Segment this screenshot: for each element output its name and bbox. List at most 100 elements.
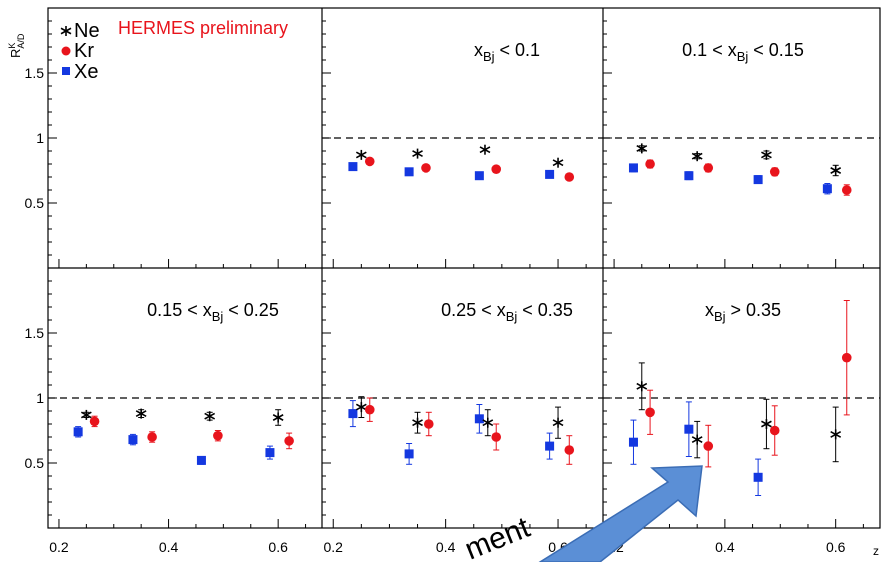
marker-ne: [80, 409, 92, 420]
marker-xe: [348, 409, 358, 419]
marker-kr: [421, 163, 431, 173]
marker-ne: [355, 402, 367, 413]
panel-label-post: < 0.25: [223, 300, 279, 320]
panel-label-sub: Bj: [714, 309, 726, 324]
marker-ne: [761, 419, 772, 429]
panel-label-sub: Bj: [506, 309, 518, 324]
legend-label-kr: Kr: [74, 40, 94, 62]
y-tick-label: 1.5: [25, 65, 45, 81]
marker-kr: [564, 445, 575, 455]
x-tick-label: 0.2: [49, 539, 69, 555]
panels-layer: [47, 7, 881, 529]
panel-label-pre: x: [705, 300, 714, 320]
marker-xe: [474, 414, 484, 424]
y-tick-label: 1: [36, 390, 44, 406]
legend: Ne Kr Xe: [74, 20, 100, 83]
x-axis-label: z: [873, 544, 879, 558]
legend-marker-xe: [62, 67, 70, 75]
marker-kr: [491, 164, 502, 174]
y-tick-label: 0.5: [25, 455, 45, 471]
marker-ne: [830, 429, 842, 440]
panel-label: xBj > 0.35: [705, 300, 781, 324]
panel-label: xBj < 0.1: [474, 40, 540, 64]
overlay-text: ment: [460, 511, 535, 562]
marker-ne: [135, 408, 147, 419]
marker-ne: [636, 143, 648, 154]
x-tick-label: 0.4: [436, 539, 456, 555]
marker-ne: [412, 148, 423, 159]
panel-label-sub: Bj: [483, 49, 495, 64]
legend-marker-ne: [60, 26, 72, 36]
x-tick-label: 0.6: [268, 539, 288, 555]
marker-xe: [628, 437, 638, 447]
overlay-layer: ment: [460, 465, 703, 562]
chart-title: HERMES preliminary: [118, 18, 288, 38]
panel-label-post: < 0.1: [495, 40, 541, 60]
panel-label-sub: Bj: [212, 309, 224, 324]
data-layer: [60, 26, 852, 496]
marker-xe: [545, 169, 555, 179]
panel-label-pre: x: [474, 40, 483, 60]
marker-xe: [404, 167, 414, 177]
marker-kr: [841, 185, 852, 195]
marker-ne: [636, 381, 648, 392]
y-axis-label-main: R: [8, 49, 23, 58]
marker-xe: [822, 184, 832, 194]
legend-marker-kr: [61, 46, 71, 56]
marker-xe: [196, 455, 206, 465]
y-axis-label: RKA/D: [7, 33, 26, 58]
marker-ne: [761, 149, 772, 160]
marker-kr: [703, 441, 714, 451]
marker-kr: [364, 156, 375, 167]
marker-xe: [628, 163, 638, 173]
marker-kr: [769, 167, 780, 177]
marker-kr: [491, 432, 502, 442]
marker-xe: [73, 427, 83, 437]
marker-ne: [552, 157, 564, 168]
marker-ne: [830, 165, 842, 176]
x-tick-label: 0.6: [826, 539, 846, 555]
marker-kr: [89, 416, 100, 427]
marker-kr: [423, 419, 434, 429]
marker-kr: [213, 430, 223, 441]
marker-ne: [479, 144, 491, 155]
y-tick-label: 1.5: [25, 325, 45, 341]
marker-xe: [404, 449, 414, 459]
marker-kr: [147, 432, 157, 442]
marker-xe: [348, 162, 358, 172]
legend-label-xe: Xe: [74, 61, 98, 83]
panel-label: 0.25 < xBj < 0.35: [441, 300, 573, 324]
panel-label-sub: Bj: [737, 49, 749, 64]
panel-label: 0.15 < xBj < 0.25: [147, 300, 279, 324]
x-tick-label: 0.4: [159, 539, 179, 555]
x-tick-label: 0.2: [324, 539, 344, 555]
x-tick-label: 0.4: [715, 539, 735, 555]
marker-ne: [204, 411, 216, 422]
marker-ne: [482, 417, 494, 428]
marker-ne: [691, 151, 703, 162]
marker-kr: [364, 404, 375, 415]
overlay-arrow: [538, 465, 703, 562]
panel-label-post: < 0.35: [517, 300, 573, 320]
marker-xe: [684, 424, 694, 434]
marker-xe: [474, 171, 484, 181]
panel-label-post: < 0.15: [748, 40, 804, 60]
marker-kr: [769, 425, 780, 436]
marker-xe: [753, 472, 763, 482]
panel-label-pre: 0.15 < x: [147, 300, 212, 320]
legend-label-ne: Ne: [74, 20, 100, 42]
marker-ne: [412, 417, 423, 428]
panel-label-pre: 0.1 < x: [682, 40, 737, 60]
text-layer: HERMES preliminary z RKA/D Ne Kr Xe 0.5 1…: [7, 18, 879, 558]
y-axis-label-sub: A/D: [16, 33, 26, 49]
panel-label: 0.1 < xBj < 0.15: [682, 40, 804, 64]
marker-ne: [272, 412, 284, 423]
panel-label-post: > 0.35: [726, 300, 782, 320]
y-axis-label-sup: K: [7, 43, 17, 49]
marker-kr: [564, 172, 575, 182]
marker-ne: [691, 434, 703, 445]
marker-kr: [645, 407, 655, 418]
marker-kr: [841, 352, 852, 363]
marker-xe: [128, 435, 138, 445]
